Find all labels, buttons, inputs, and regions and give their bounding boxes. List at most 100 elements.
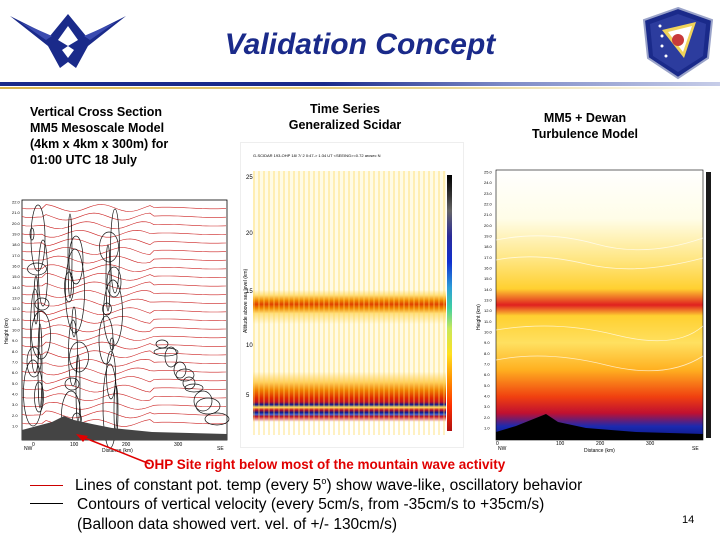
y-tick-label: 19.0 bbox=[12, 232, 21, 237]
y-tick-label: 15.0 bbox=[484, 276, 493, 281]
velocity-contour bbox=[153, 347, 179, 357]
y-tick-label: 22.0 bbox=[484, 202, 493, 207]
y-tick-label: 12.0 bbox=[484, 308, 493, 313]
right-caption-line-2: Turbulence Model bbox=[531, 127, 639, 141]
velocity-contour bbox=[110, 208, 120, 294]
velocity-contour bbox=[68, 235, 84, 285]
velocity-contour bbox=[99, 231, 119, 263]
left-y-axis-label: Height (km) bbox=[4, 318, 10, 344]
scidar-y-tick-15: 15 bbox=[246, 289, 253, 295]
y-tick-label: 4.0 bbox=[484, 394, 490, 399]
right-x-tick-100: 100 bbox=[556, 441, 565, 447]
velocity-contour bbox=[68, 319, 78, 387]
scidar-header: G-SCIDAR 193-OHP 18/ 7/ 2 0:47-> 1:34 UT… bbox=[253, 153, 381, 158]
right-x-tick-200: 200 bbox=[596, 441, 605, 447]
legend-balloon: (Balloon data showed vert. vel. of +/- 1… bbox=[77, 516, 398, 533]
velocity-contour bbox=[102, 302, 112, 316]
y-tick-label: 4.0 bbox=[12, 392, 18, 397]
velocity-contour bbox=[64, 377, 80, 391]
dewan-field bbox=[495, 169, 704, 441]
velocity-contour bbox=[184, 383, 204, 393]
y-tick-label: 5.0 bbox=[484, 383, 490, 388]
dewan-turbulence-chart: Height (km) 1.02.03.04.05.06.07.08.09.01… bbox=[476, 169, 711, 454]
right-panel-caption: MM5 + Dewan Turbulence Model bbox=[510, 110, 660, 142]
y-tick-label: 14.0 bbox=[12, 285, 21, 290]
scidar-time-series bbox=[253, 171, 446, 435]
velocity-contour bbox=[27, 262, 47, 276]
y-tick-label: 9.0 bbox=[484, 340, 490, 345]
theta-line bbox=[21, 410, 227, 419]
y-tick-label: 5.0 bbox=[12, 381, 18, 386]
slide-title: Validation Concept bbox=[224, 28, 496, 61]
velocity-contour bbox=[71, 306, 77, 338]
left-caption-line-4: 01:00 UTC 18 July bbox=[30, 153, 137, 167]
y-tick-label: 12.0 bbox=[12, 306, 21, 311]
y-tick-label: 7.0 bbox=[484, 362, 490, 367]
y-tick-label: 25.0 bbox=[484, 170, 493, 175]
right-y-ticks: 1.0 2.0 3.0 4.0 5.0 6.0 7.0 8.0 9.0 10.0 11.0 12.0 1… bbox=[484, 170, 493, 431]
velocity-contour bbox=[64, 271, 74, 303]
scidar-panel: G-SCIDAR 193-OHP 18/ 7/ 2 0:47-> 1:34 UT… bbox=[240, 142, 464, 448]
y-tick-label: 6.0 bbox=[484, 372, 490, 377]
velocity-contour bbox=[105, 244, 111, 312]
y-tick-label: 24.0 bbox=[484, 180, 493, 185]
theta-line bbox=[21, 307, 227, 316]
legend-velocity: Contours of vertical velocity (every 5cm… bbox=[77, 496, 545, 513]
y-tick-label: 18.0 bbox=[12, 242, 21, 247]
mm5-cross-section-chart: Height (km) 1.02.03.04.05.06.07.08.09.01… bbox=[4, 200, 230, 454]
velocity-contour bbox=[30, 204, 46, 272]
theta-line bbox=[21, 324, 227, 333]
velocity-contour bbox=[182, 376, 196, 390]
theta-line bbox=[21, 298, 227, 307]
scidar-y-tick-25: 25 bbox=[246, 175, 253, 181]
scidar-y-tick-10: 10 bbox=[246, 343, 253, 349]
ohp-site-annotation: OHP Site right below most of the mountai… bbox=[144, 457, 506, 472]
legend-theta: Lines of constant pot. temp (every 5o) s… bbox=[75, 476, 582, 495]
left-x-tick-100: 100 bbox=[70, 442, 79, 448]
velocity-contour bbox=[30, 288, 40, 374]
y-tick-label: 13.0 bbox=[484, 298, 493, 303]
theta-line bbox=[21, 315, 227, 324]
scidar-y-tick-5: 5 bbox=[246, 393, 250, 399]
y-tick-label: 18.0 bbox=[484, 244, 493, 249]
scidar-y-tick-20: 20 bbox=[246, 231, 253, 237]
y-tick-label: 6.0 bbox=[12, 370, 18, 375]
left-x-tick-200: 200 bbox=[122, 442, 131, 448]
velocity-contour bbox=[33, 275, 39, 325]
y-tick-label: 23.0 bbox=[484, 191, 493, 196]
title-underline-accent bbox=[0, 87, 720, 89]
theta-line bbox=[21, 350, 227, 359]
velocity-contour bbox=[37, 323, 43, 409]
velocity-contour bbox=[193, 390, 213, 412]
theta-line bbox=[21, 212, 227, 221]
y-tick-label: 8.0 bbox=[484, 351, 490, 356]
y-tick-label: 17.0 bbox=[12, 253, 21, 258]
velocity-contour bbox=[65, 248, 85, 334]
y-tick-label: 14.0 bbox=[484, 287, 493, 292]
left-caption-line-1: Vertical Cross Section bbox=[30, 105, 163, 119]
y-tick-label: 3.0 bbox=[12, 402, 18, 407]
y-tick-label: 21.0 bbox=[12, 210, 21, 215]
left-y-ticks: 1.0 2.0 3.0 4.0 5.0 6.0 7.0 8.0 9.0 10.0 11.0 12.0 1… bbox=[12, 200, 21, 429]
theta-line bbox=[21, 264, 227, 273]
velocity-contour bbox=[204, 412, 230, 426]
left-caption-line-3: (4km x 4km x 300m) for bbox=[30, 137, 169, 151]
theta-line bbox=[21, 384, 227, 393]
theta-line bbox=[21, 281, 227, 290]
right-caption-line-1: MM5 + Dewan bbox=[543, 111, 627, 125]
y-tick-label: 16.0 bbox=[484, 266, 493, 271]
terrain-silhouette bbox=[22, 416, 227, 440]
y-tick-label: 1.0 bbox=[484, 426, 490, 431]
left-x-tick-0: 0 bbox=[32, 442, 35, 448]
theta-line bbox=[21, 272, 227, 281]
right-x-axis-label: Distance (km) bbox=[584, 448, 615, 454]
right-x-end-nw: NW bbox=[498, 446, 507, 452]
theta-line bbox=[21, 393, 227, 402]
air-force-logo bbox=[10, 14, 126, 68]
theta-contours bbox=[21, 204, 227, 427]
y-tick-label: 10.0 bbox=[12, 328, 21, 333]
vertical-velocity-contours bbox=[23, 204, 230, 449]
velocity-contour bbox=[173, 361, 187, 379]
y-tick-label: 3.0 bbox=[484, 404, 490, 409]
theta-line bbox=[21, 247, 227, 255]
